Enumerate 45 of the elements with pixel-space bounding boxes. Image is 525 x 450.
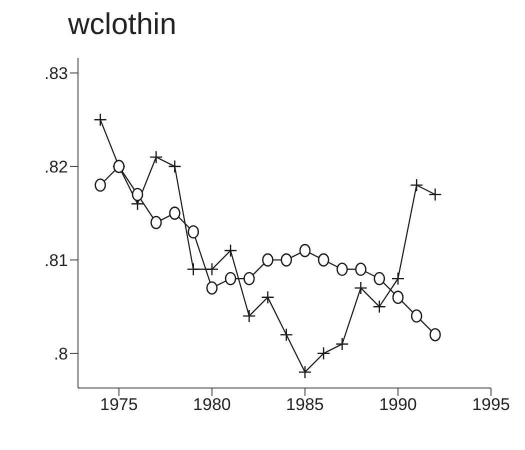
point xyxy=(336,337,349,351)
point xyxy=(374,272,386,286)
point xyxy=(392,290,404,304)
point xyxy=(318,253,330,267)
point xyxy=(206,281,218,295)
point xyxy=(391,272,405,286)
point xyxy=(94,113,107,126)
y-tick-label: .8 xyxy=(54,344,68,364)
point xyxy=(298,365,312,379)
point xyxy=(280,328,294,342)
point xyxy=(242,309,256,323)
point xyxy=(244,272,255,286)
point xyxy=(261,290,274,304)
point xyxy=(168,160,182,174)
point xyxy=(336,262,348,276)
y-tick-label: .81 xyxy=(44,250,68,270)
point xyxy=(372,300,386,314)
point xyxy=(224,272,236,286)
point xyxy=(224,244,238,258)
point xyxy=(410,309,422,323)
point xyxy=(169,206,180,220)
point xyxy=(262,253,274,267)
point xyxy=(430,328,441,342)
x-tick-label: 1975 xyxy=(100,395,138,414)
x-tick-label: 1990 xyxy=(379,395,417,414)
x-tick-label: 1980 xyxy=(193,395,231,414)
point xyxy=(149,150,163,164)
point xyxy=(150,216,162,230)
point xyxy=(186,262,200,276)
point xyxy=(428,188,442,202)
point xyxy=(354,281,368,295)
point xyxy=(280,253,292,267)
point xyxy=(205,262,219,276)
point xyxy=(355,262,366,276)
y-tick-label: .83 xyxy=(44,64,68,83)
point xyxy=(299,244,311,258)
point xyxy=(94,178,106,192)
point xyxy=(132,188,144,202)
y-tick-label: .82 xyxy=(44,157,68,176)
point xyxy=(410,178,424,192)
point xyxy=(316,346,330,360)
x-tick-label: 1995 xyxy=(472,395,510,414)
point xyxy=(188,225,199,239)
x-tick-label: 1985 xyxy=(286,395,324,414)
chart-title: wclothin xyxy=(68,8,178,43)
